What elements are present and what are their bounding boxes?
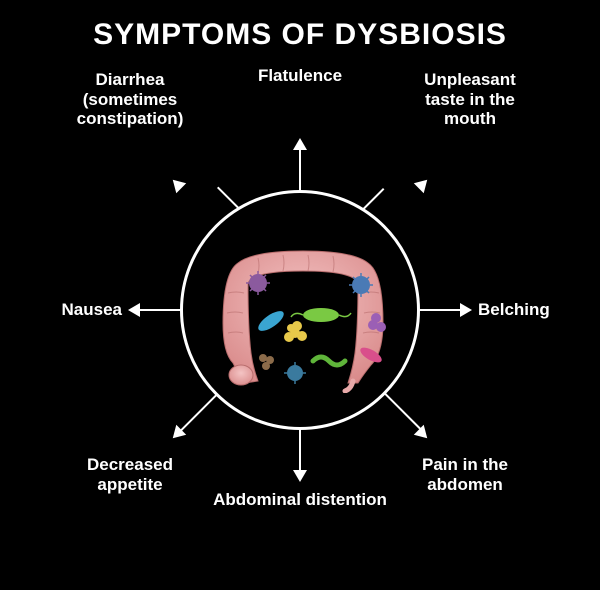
arrow-top-left-head: [168, 175, 186, 193]
arrow-right: [420, 309, 462, 311]
label-top-left: Diarrhea (sometimes constipation): [55, 70, 205, 129]
page-title: SYMPTOMS OF DYSBIOSIS: [0, 0, 600, 52]
label-right: Belching: [478, 300, 588, 320]
label-top: Flatulence: [250, 66, 350, 86]
arrow-top-head: [293, 138, 307, 150]
label-bottom-left: Decreased appetite: [55, 455, 205, 494]
arrow-top: [299, 148, 301, 190]
arrow-left-head: [128, 303, 140, 317]
arrow-bottom-left: [177, 393, 218, 434]
label-bottom: Abdominal distention: [190, 490, 410, 510]
center-circle: [180, 190, 420, 430]
label-left: Nausea: [12, 300, 122, 320]
arrow-left: [138, 309, 180, 311]
arrow-bottom-right-head: [414, 425, 432, 443]
arrow-top-right-head: [414, 175, 432, 193]
arrow-bottom-head: [293, 470, 307, 482]
arrow-bottom-right: [383, 392, 424, 433]
arrow-right-head: [460, 303, 472, 317]
intestine-illustration: [203, 233, 403, 393]
radial-diagram: Flatulence Unpleasant taste in the mouth…: [0, 60, 600, 590]
arrow-bottom: [299, 430, 301, 472]
label-bottom-right: Pain in the abdomen: [390, 455, 540, 494]
label-top-right: Unpleasant taste in the mouth: [395, 70, 545, 129]
